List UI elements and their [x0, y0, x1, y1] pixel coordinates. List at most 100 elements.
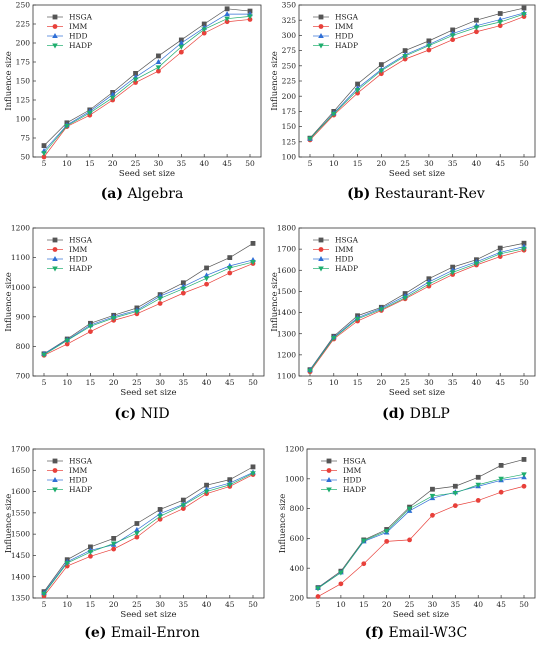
point-hadp: [315, 586, 321, 592]
point-hsga: [227, 477, 233, 483]
legend-marker-hdd: [52, 256, 58, 261]
x-axis-label: Seed set size: [120, 388, 176, 398]
point-hadp: [87, 550, 94, 556]
legend-marker-hsga: [326, 458, 332, 464]
point-hadp: [86, 110, 93, 116]
point-hadp: [426, 43, 432, 49]
point-hadp: [378, 307, 385, 313]
panel-caption: (a) Algebra: [101, 186, 184, 202]
point-imm: [355, 90, 360, 96]
panel-caption-letter: (d): [382, 406, 405, 422]
series-line-imm: [43, 19, 251, 158]
legend-marker-hsga: [318, 237, 324, 243]
legend-label-hsga: HSGA: [335, 236, 359, 245]
x-tick-label: 50: [519, 378, 529, 387]
point-hadp: [203, 276, 210, 282]
x-tick-label: 10: [329, 378, 339, 387]
plot-frame: [306, 448, 536, 599]
panel-caption-letter: (c): [114, 406, 136, 422]
point-hadp: [224, 16, 230, 22]
y-tick-label: 1300: [277, 329, 296, 338]
point-imm: [88, 329, 93, 334]
panel-caption-name: Restaurant-Rev: [370, 186, 485, 202]
x-tick-label: 10: [329, 159, 339, 168]
y-tick-label: 1400: [277, 308, 296, 317]
point-hadp: [307, 368, 313, 374]
legend-label-hdd: HDD: [335, 255, 354, 264]
legend-marker-hadp: [52, 266, 58, 272]
point-hadp: [378, 68, 385, 74]
point-imm: [430, 512, 435, 518]
point-hadp: [226, 265, 233, 271]
legend-label-hadp: HADP: [69, 485, 92, 494]
y-tick-label: 1600: [11, 487, 30, 496]
series-line-hadp: [309, 13, 525, 140]
legend-marker-hdd: [318, 256, 324, 261]
y-tick-label: 150: [16, 77, 31, 86]
point-hsga: [426, 276, 432, 282]
series-line-hadp: [43, 472, 254, 594]
x-tick-label: 35: [177, 159, 187, 168]
point-imm: [498, 489, 504, 495]
x-tick-label: 30: [428, 600, 438, 609]
y-tick-label: 225: [16, 20, 31, 29]
y-tick-label: 250: [16, 1, 31, 10]
y-tick-label: 800: [16, 342, 31, 351]
x-tick-label: 5: [308, 378, 313, 387]
point-hadp: [247, 14, 253, 20]
chart-panel-6: 200 400 600 800 1000 1200 5 10 15 20 25 30 35 40 45 50 S…: [278, 445, 536, 641]
y-axis-label: Influence size: [278, 494, 288, 554]
point-imm: [227, 270, 233, 276]
legend-marker-imm: [52, 247, 58, 252]
x-tick-label: 15: [86, 600, 96, 609]
legend-marker-hsga: [52, 14, 58, 20]
x-tick-label: 50: [248, 378, 258, 387]
point-hsga: [475, 474, 481, 480]
point-imm: [452, 503, 458, 509]
plot-frame: [32, 227, 265, 377]
point-imm: [378, 71, 384, 77]
point-hadp: [157, 514, 163, 520]
x-tick-label: 40: [472, 159, 482, 168]
point-imm: [133, 80, 138, 85]
y-tick-label: 175: [282, 107, 297, 116]
panel-caption-letter: (a): [101, 186, 123, 202]
x-tick-label: 30: [154, 159, 164, 168]
x-tick-label: 15: [353, 159, 363, 168]
point-hsga: [134, 521, 140, 526]
panel-caption: (c) NID: [114, 406, 169, 422]
point-hadp: [330, 111, 337, 117]
point-hsga: [378, 62, 384, 67]
legend-label-imm: IMM: [335, 22, 354, 31]
plot-frame: [32, 448, 265, 599]
series-line-imm: [309, 249, 525, 372]
point-hsga: [450, 27, 456, 33]
y-tick-label: 1100: [277, 372, 296, 381]
point-hadp: [178, 44, 185, 50]
point-imm: [384, 538, 390, 544]
legend-label-hadp: HADP: [335, 264, 358, 273]
point-hsga: [88, 544, 93, 550]
legend-label-hadp: HADP: [69, 264, 92, 273]
legend-marker-imm: [326, 468, 332, 473]
y-tick-label: 700: [16, 372, 31, 381]
point-hadp: [452, 490, 459, 496]
x-tick-label: 20: [382, 600, 392, 609]
y-tick-label: 1700: [11, 445, 30, 454]
point-hadp: [475, 482, 482, 488]
point-hsga: [521, 457, 527, 462]
x-tick-label: 40: [202, 378, 212, 387]
panel-caption-name: Algebra: [123, 186, 183, 202]
point-hadp: [134, 531, 140, 537]
point-hsga: [180, 497, 186, 503]
point-hadp: [473, 25, 480, 31]
point-hadp: [87, 324, 94, 330]
point-imm: [474, 29, 479, 35]
legend-marker-hdd: [318, 33, 324, 38]
panel-caption: (e) Email-Enron: [84, 625, 200, 641]
point-imm: [88, 553, 93, 559]
x-tick-label: 45: [225, 378, 235, 387]
point-hadp: [64, 123, 70, 129]
y-tick-label: 200: [290, 594, 305, 603]
series-line-hsga: [43, 243, 254, 355]
